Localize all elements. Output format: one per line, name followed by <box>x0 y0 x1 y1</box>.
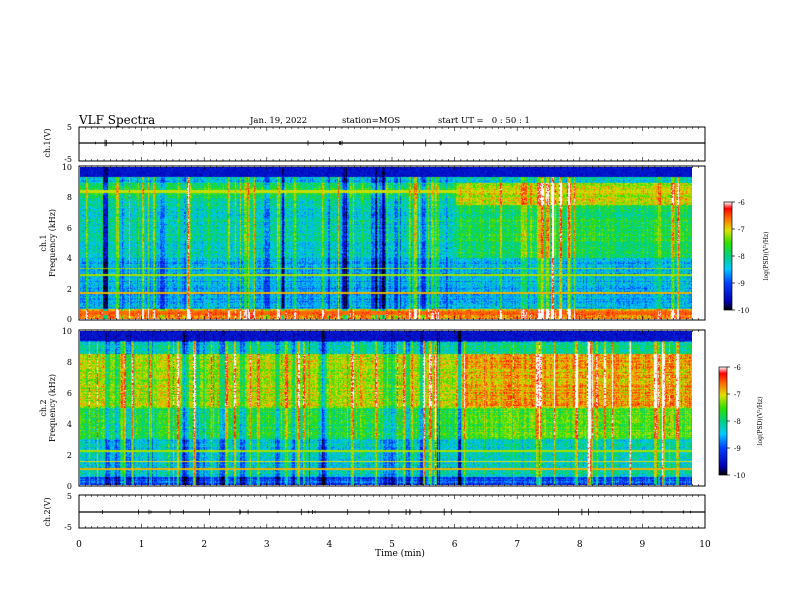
cb1-tick-neg10: -10 <box>738 307 749 315</box>
ch2-ytick-10: 10 <box>62 327 72 336</box>
ch2-ytick-2: 2 <box>67 451 72 460</box>
cb2-label: log(PSD)(V²/Hz) <box>757 397 764 446</box>
cb2-tick-neg9: -9 <box>734 445 741 453</box>
ch2-waveform-trace <box>101 508 691 516</box>
start-time-label: start UT = 0 : 50 : 1 <box>438 116 530 126</box>
x-tick-label-9: 9 <box>640 540 646 550</box>
ch2-ytick-5: 5 <box>67 492 72 501</box>
ch2-ytick-6: 6 <box>67 389 72 398</box>
cb1-tick-neg6: -6 <box>738 199 745 207</box>
ch1-ytick-6: 6 <box>67 224 72 233</box>
x-tick-label-4: 4 <box>327 540 333 550</box>
x-tick-label-5: 5 <box>389 540 395 550</box>
ch1-ytick-10: 10 <box>62 163 72 172</box>
x-tick-labels: 0 1 2 3 4 5 6 7 8 9 10 <box>76 540 711 550</box>
ch1-spec-ylabel: Frequency (kHz) <box>48 209 57 277</box>
ch1-colorbar-ticks <box>732 201 735 311</box>
ch1-spectrogram-panel: 0 2 4 6 8 10 ch.1 Frequency (kHz) <box>39 163 706 324</box>
ch1-ytick-8: 8 <box>67 193 72 202</box>
x-tick-label-1: 1 <box>139 540 145 550</box>
x-tick-label-3: 3 <box>264 540 270 550</box>
ch2-colorbar: -6 -7 -8 -9 -10 log(PSD)(V²/Hz) <box>718 364 764 480</box>
ch1-waveform-panel: 5 -5 ch.1(V) <box>43 123 706 164</box>
ch1-ytick-0: 0 <box>67 315 72 324</box>
ch1-spectrogram-heatmap <box>80 167 692 319</box>
x-tick-marks <box>78 127 706 528</box>
ch1-colorbar: -6 -7 -8 -9 -10 log(PSD)(V²/Hz) <box>723 199 770 315</box>
ch2-ytick-neg5: -5 <box>64 523 72 532</box>
station-label: station=MOS <box>342 116 400 126</box>
cb2-tick-neg6: -6 <box>734 364 741 372</box>
ch1-ytick-neg5: -5 <box>64 155 72 164</box>
ch2-spectrogram-heatmap <box>80 331 692 485</box>
x-tick-label-0: 0 <box>76 540 82 550</box>
ch1-ytick-2: 2 <box>67 285 72 294</box>
x-tick-label-8: 8 <box>577 540 583 550</box>
x-tick-label-10: 10 <box>699 540 711 550</box>
ch1-ytick-5: 5 <box>67 123 72 132</box>
cb2-tick-neg10: -10 <box>734 472 745 480</box>
ch1-waveform-ylabel: ch.1(V) <box>43 128 52 157</box>
date-label: Jan. 19, 2022 <box>249 116 307 126</box>
cb2-tick-neg8: -8 <box>734 418 741 426</box>
cb1-tick-neg7: -7 <box>738 226 745 234</box>
ch2-waveform-panel: 5 -5 ch.2(V) <box>43 492 706 532</box>
ch2-spec-ylabel-ch: ch.2 <box>39 399 48 416</box>
ch2-spectrogram-panel: 0 2 4 6 8 10 ch.2 Frequency (kHz) <box>39 327 706 491</box>
ch1-waveform-trace <box>94 139 633 147</box>
ch2-spec-ylabel: Frequency (kHz) <box>48 374 57 442</box>
ch2-colorbar-ticks <box>727 366 730 476</box>
cb2-tick-neg7: -7 <box>734 391 741 399</box>
ch2-ytick-4: 4 <box>67 420 72 429</box>
ch2-ytick-8: 8 <box>67 358 72 367</box>
cb1-tick-neg9: -9 <box>738 280 745 288</box>
figure-title: VLF Spectra <box>78 113 155 127</box>
ch1-ytick-4: 4 <box>67 254 72 263</box>
x-axis-label: Time (min) <box>375 548 425 559</box>
x-tick-label-6: 6 <box>452 540 458 550</box>
ch1-spec-ylabel-ch: ch.1 <box>39 234 48 251</box>
cb1-tick-neg8: -8 <box>738 253 745 261</box>
x-tick-label-2: 2 <box>201 540 207 550</box>
ch2-waveform-ylabel: ch.2(V) <box>43 497 52 526</box>
cb1-label: log(PSD)(V²/Hz) <box>763 232 770 281</box>
x-tick-label-7: 7 <box>514 540 520 550</box>
ch2-ytick-0: 0 <box>67 482 72 491</box>
